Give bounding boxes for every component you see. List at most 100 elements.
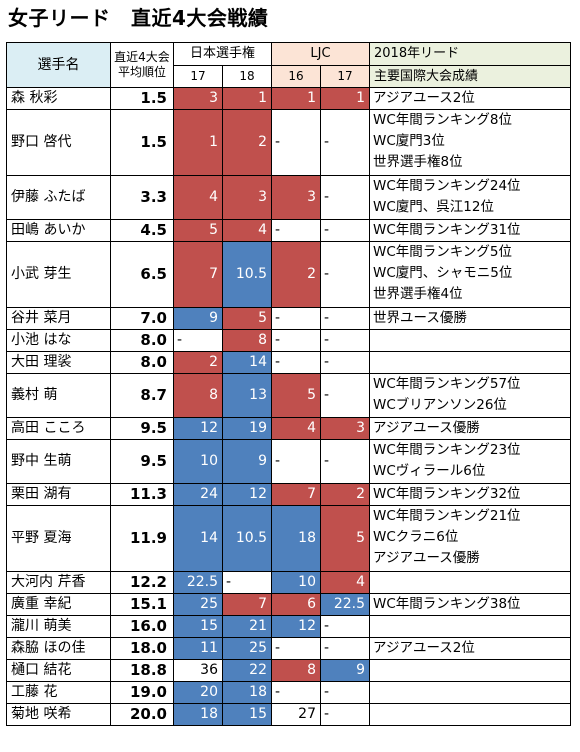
international-results: アジアユース2位 [369,637,571,660]
rank-cell: - [271,681,321,704]
international-results: WC年間ランキング23位 WCヴィラール6位 [369,439,571,484]
rank-cell: - [271,637,321,660]
average-rank: 11.3 [110,483,174,506]
rank-cell: - [320,307,370,330]
table-row: 工藤 花 19.0 20 18- - [6,681,571,704]
table-row: 伊藤 ふたば 3.3 4 3 3- WC年間ランキング24位 WC廈門、呉江12位 [6,175,571,220]
result-line: 世界ユース優勝 [373,310,467,326]
table-row: 栗田 湖有 11.3 24 12 7 2 WC年間ランキング32位 [6,483,571,506]
international-results: WC年間ランキング31位 [369,219,571,242]
rank-cell: 8 [271,659,321,682]
athlete-name: 小池 はな [6,329,111,352]
rank-cell: 14 [222,351,272,374]
average-rank: 18.0 [110,637,174,660]
rank-cell: - [320,439,370,484]
page-title: 女子リード 直近4大会戦績 [8,6,269,30]
average-rank: 8.0 [110,351,174,374]
average-rank: 6.5 [110,241,174,308]
athlete-name: 樋口 結花 [6,659,111,682]
international-results: WC年間ランキング57位 WCブリアンソン26位 [369,373,571,418]
rank-cell: 7 [271,483,321,506]
table-row: 小池 はな 8.0-8- - [6,329,571,352]
international-results: アジアユース2位 [369,87,571,110]
result-line: WCヴィラール6位 [373,463,486,479]
athlete-name: 伊藤 ふたば [6,175,111,220]
result-line [373,331,570,351]
rank-cell: 10 [271,571,321,594]
athlete-name: 高田 こころ [6,417,111,440]
result-line: WC年間ランキング31位 [373,222,521,238]
rank-cell: 3 [320,417,370,440]
header-year-japan-17: 17 [173,64,223,88]
rank-cell: 9 [222,439,272,484]
result-line: WC年間ランキング5位 [373,244,512,260]
result-line [373,573,570,593]
table-row: 義村 萌 8.7 8 13 5- WC年間ランキング57位 WCブリアンソン26位 [6,373,571,418]
rank-cell: 15 [222,703,272,726]
rank-cell: 2 [222,109,272,176]
rank-cell: 36 [173,659,223,682]
header-average: 直近4大会 平均順位 [110,42,174,88]
result-line: WC廈門3位 [373,133,445,149]
average-rank: 15.1 [110,593,174,616]
rank-cell: 8 [173,373,223,418]
rank-cell: 10.5 [222,241,272,308]
header-year-ljc-16: 16 [271,64,321,88]
international-results: WC年間ランキング5位 WC廈門、シャモニ5位 世界選手権4位 [369,241,571,308]
result-line: WC廈門、呉江12位 [373,199,494,215]
result-line: WCクラニ6位 [373,529,459,545]
result-line: WC年間ランキング32位 [373,486,521,502]
table-row: 野口 啓代 1.5 1 2- - WC年間ランキング8位 WC廈門3位 世界選手権8位 [6,109,571,176]
average-rank: 4.5 [110,219,174,242]
average-rank: 7.0 [110,307,174,330]
athlete-name: 工藤 花 [6,681,111,704]
result-line: WCブリアンソン26位 [373,397,507,413]
international-results: アジアユース優勝 [369,417,571,440]
rank-cell: 1 [222,87,272,110]
table-row: 野中 生萌 9.5 10 9- - WC年間ランキング23位 WCヴィラール6位 [6,439,571,484]
athlete-name: 栗田 湖有 [6,483,111,506]
header-average-line1: 直近4大会 [114,50,170,64]
international-results [369,681,571,704]
average-rank: 19.0 [110,681,174,704]
rank-cell: - [320,615,370,638]
rank-cell: 3 [173,87,223,110]
rank-cell: 8 [222,329,272,352]
average-rank: 12.2 [110,571,174,594]
result-line: アジアユース2位 [373,90,475,106]
international-results [369,703,571,726]
rank-cell: 6 [271,593,321,616]
table-row: 高田 こころ 9.5 12 19 4 3 アジアユース優勝 [6,417,571,440]
average-rank: 20.0 [110,703,174,726]
rank-cell: - [320,219,370,242]
rank-cell: 5 [173,219,223,242]
result-line [373,661,570,681]
rank-cell: - [320,175,370,220]
result-line: WC廈門、シャモニ5位 [373,265,513,281]
average-rank: 9.5 [110,439,174,484]
rank-cell: 11 [173,637,223,660]
rank-cell: 20 [173,681,223,704]
rank-cell: 14 [173,505,223,572]
rank-cell: - [320,373,370,418]
rank-cell: 1 [271,87,321,110]
athlete-name: 野中 生萌 [6,439,111,484]
rank-cell: - [320,681,370,704]
average-rank: 3.3 [110,175,174,220]
header-year-ljc-17: 17 [320,64,370,88]
rank-cell: - [271,329,321,352]
rank-cell: - [271,219,321,242]
result-line: WC年間ランキング21位 [373,508,521,524]
rank-cell: 5 [271,373,321,418]
rank-cell: 4 [222,219,272,242]
athlete-name: 菊地 咲希 [6,703,111,726]
international-results: WC年間ランキング24位 WC廈門、呉江12位 [369,175,571,220]
international-results [369,615,571,638]
result-line: WC年間ランキング57位 [373,376,521,392]
rank-cell: 3 [271,175,321,220]
average-rank: 16.0 [110,615,174,638]
rank-cell: - [320,329,370,352]
table-row: 小武 芽生 6.5 7 10.5 2- WC年間ランキング5位 WC廈門、シャモニ5位 世界選… [6,241,571,308]
rank-cell: 12 [271,615,321,638]
header-name: 選手名 [6,42,111,88]
